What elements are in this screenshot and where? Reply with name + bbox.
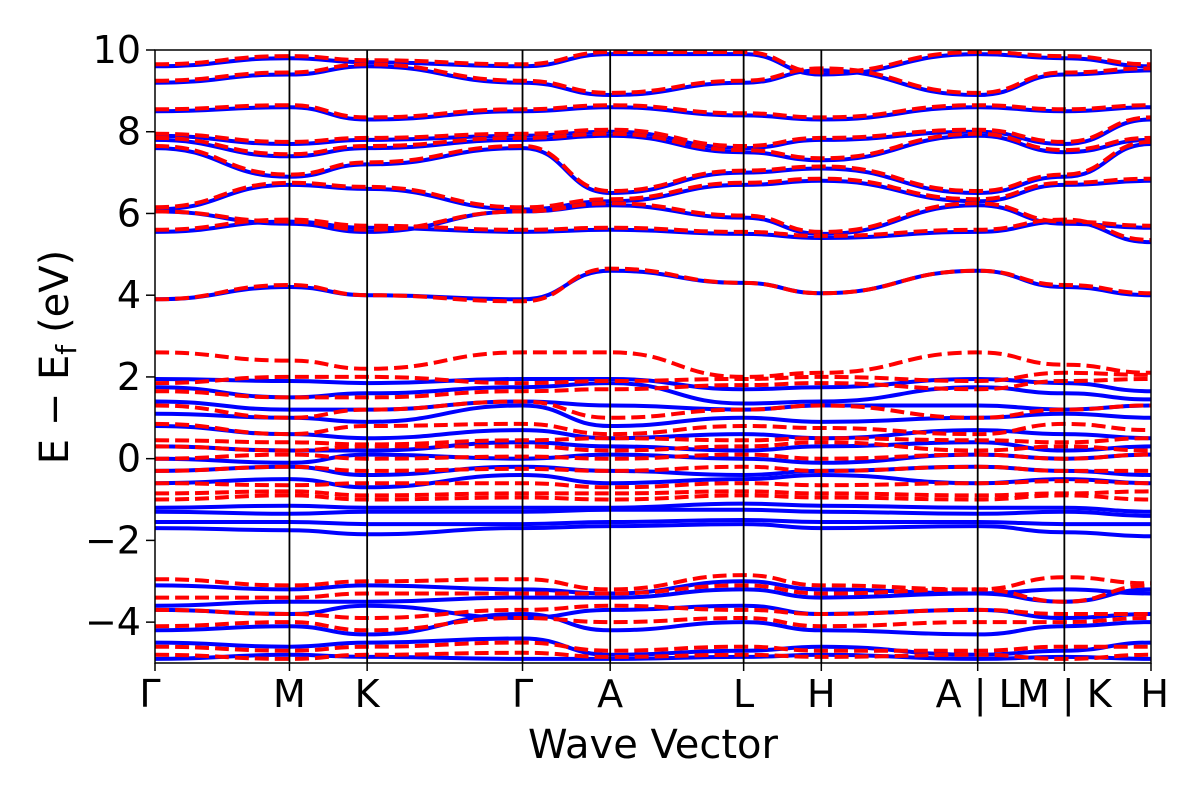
x-tick-label-kpoint: Γ	[512, 672, 533, 716]
dashed-band-line	[155, 370, 1151, 386]
y-tick-label: 6	[117, 191, 141, 235]
solid-band-line	[155, 579, 1151, 596]
x-tick-label-kpoint: H	[1140, 672, 1169, 716]
dashed-band-line	[155, 573, 1151, 592]
solid-band-line	[155, 501, 1151, 514]
solid-band-line	[155, 587, 1151, 608]
x-tick-label-kpoint: Γ	[139, 672, 160, 716]
x-tick-label-kpoint: M | K	[1017, 672, 1113, 717]
dashed-band-line	[155, 640, 1151, 653]
solid-band-line	[155, 507, 1151, 518]
solid-band-line	[155, 424, 1151, 441]
solid-band-line	[155, 440, 1151, 453]
kpoint-divider-layer	[288, 50, 1066, 663]
x-tick-label-kpoint: K	[355, 672, 381, 716]
solid-band-line	[155, 517, 1151, 527]
y-tick-layer: −4 −2 0 2 4 6 8 10	[85, 28, 155, 644]
x-tick-label-kpoint: H	[807, 672, 836, 716]
y-axis-title-subscript: f	[50, 344, 83, 355]
dashed-band-line	[155, 464, 1151, 473]
y-tick-label: −2	[85, 518, 141, 562]
dashed-band-line	[155, 603, 1151, 621]
dashed-band-line	[155, 583, 1151, 604]
solid-band-line	[155, 611, 1151, 637]
y-tick-label: 0	[117, 437, 141, 481]
x-axis-title: Wave Vector	[528, 722, 779, 768]
dashed-band-line	[155, 421, 1151, 437]
x-tick-layer: Γ M K Γ A L H A | LM | K H	[139, 663, 1169, 717]
series-dashed-bands	[155, 50, 1151, 661]
solid-band-line	[155, 399, 1151, 412]
y-tick-label: 10	[93, 28, 141, 72]
dashed-band-line	[155, 201, 1151, 234]
dashed-band-line	[155, 615, 1151, 633]
solid-band-line	[155, 376, 1151, 394]
bands-layer	[155, 50, 1151, 661]
dashed-band-line	[155, 217, 1151, 242]
y-tick-label: −4	[85, 600, 141, 644]
solid-band-line	[155, 522, 1151, 539]
x-tick-label-kpoint: A | L	[936, 672, 1020, 717]
y-tick-label: 2	[117, 355, 141, 399]
y-tick-label: 4	[117, 273, 141, 317]
y-axis-title-unit: (eV)	[32, 250, 78, 333]
dashed-band-line	[155, 131, 1151, 161]
plot-frame	[154, 49, 1152, 664]
dashed-band-line	[155, 115, 1151, 149]
dashed-band-line	[155, 139, 1151, 194]
dashed-band-line	[155, 103, 1151, 120]
solid-band-line	[155, 603, 1151, 621]
dashed-band-line	[155, 493, 1151, 502]
x-tick-label-kpoint: M	[273, 672, 306, 716]
dashed-band-line	[155, 377, 1151, 400]
dashed-band-line	[155, 489, 1151, 498]
dashed-band-line	[155, 50, 1151, 75]
dashed-band-line	[155, 440, 1151, 453]
dashed-band-line	[155, 399, 1151, 420]
solid-band-line	[155, 403, 1151, 429]
y-tick-label: 8	[117, 110, 141, 154]
dashed-band-line	[155, 650, 1151, 661]
dashed-band-line	[155, 479, 1151, 490]
dashed-band-line	[155, 266, 1151, 304]
y-axis-title: E − Ef (eV)	[32, 250, 83, 465]
dashed-band-line	[155, 452, 1151, 461]
dashed-band-line	[155, 436, 1151, 447]
y-axis-title-main: E − E	[32, 355, 78, 465]
dashed-band-line	[155, 62, 1151, 95]
x-tick-label-kpoint: A	[597, 672, 623, 716]
solid-band-line	[155, 52, 1151, 77]
x-tick-label-kpoint: L	[733, 672, 754, 716]
dashed-band-line	[155, 176, 1151, 210]
